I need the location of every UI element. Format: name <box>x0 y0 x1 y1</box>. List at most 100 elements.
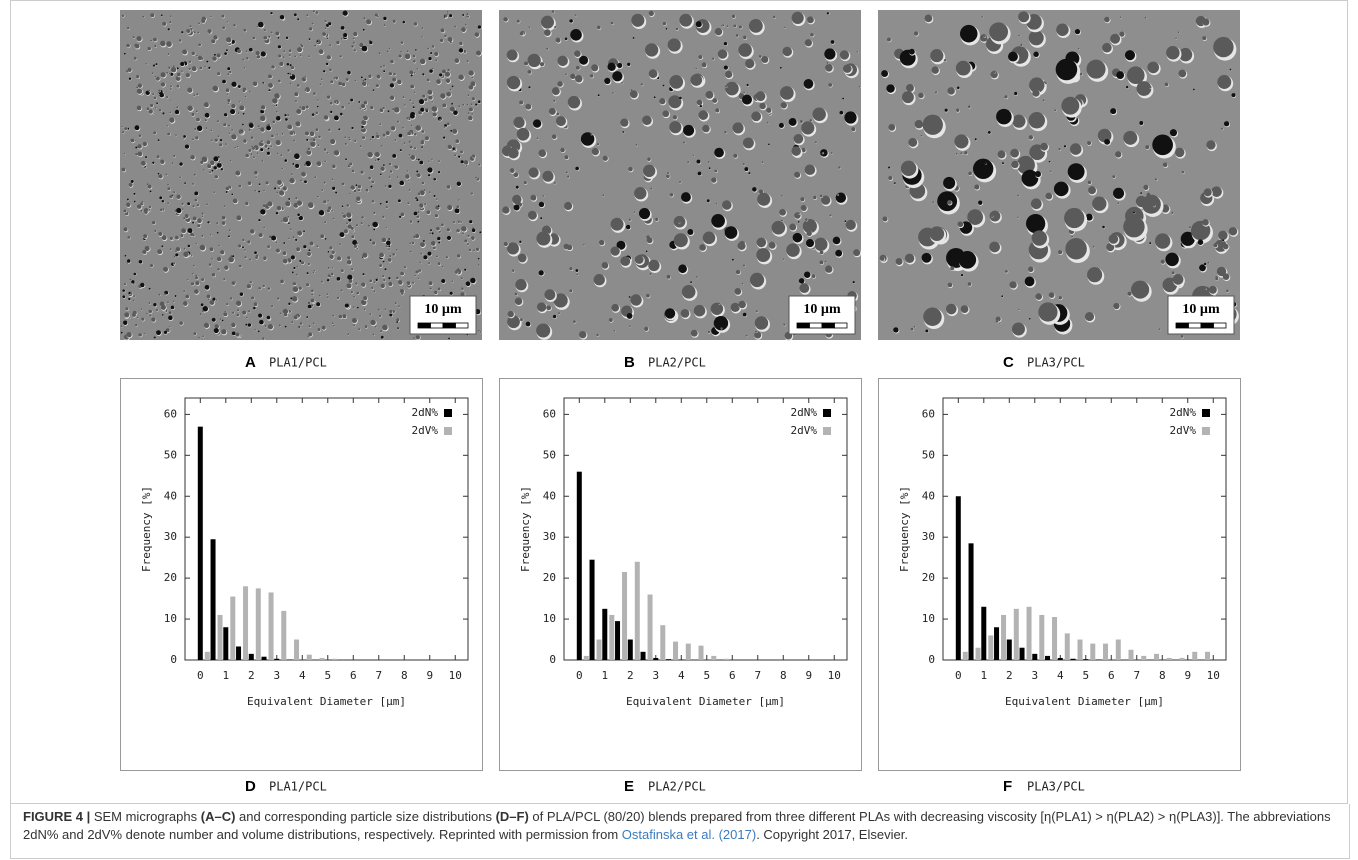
pore <box>1088 186 1096 194</box>
pore <box>194 192 198 196</box>
x-tick-label: 7 <box>1133 669 1140 682</box>
pore <box>708 161 710 163</box>
bar <box>269 592 274 660</box>
pore <box>881 70 888 77</box>
pore <box>154 45 156 47</box>
pore <box>347 275 352 280</box>
pore <box>527 54 540 67</box>
pore <box>568 96 580 108</box>
pore <box>426 210 430 214</box>
pore <box>263 36 267 40</box>
pore <box>528 86 530 88</box>
pore <box>313 92 316 95</box>
pore <box>464 269 466 271</box>
pore <box>389 313 392 316</box>
pore <box>517 20 520 23</box>
pore <box>351 235 354 238</box>
pore <box>350 99 353 102</box>
pore <box>210 160 215 165</box>
pore <box>630 90 638 98</box>
pore <box>351 45 354 48</box>
pore <box>722 200 732 210</box>
pore <box>225 143 227 145</box>
pore <box>324 115 329 120</box>
pore <box>287 149 290 152</box>
pore <box>387 51 389 53</box>
pore <box>306 105 309 108</box>
pore <box>732 122 743 133</box>
pore <box>780 67 782 69</box>
pore <box>310 242 314 246</box>
pore <box>1085 312 1094 321</box>
pore <box>809 119 812 122</box>
pore <box>576 273 578 275</box>
pore <box>324 221 326 223</box>
pore <box>1110 108 1116 114</box>
pore <box>1028 267 1034 273</box>
pore <box>166 174 168 176</box>
pore <box>263 285 265 287</box>
pore <box>504 242 508 246</box>
pore <box>703 232 716 245</box>
pore <box>454 26 456 28</box>
pore <box>613 330 615 332</box>
pore <box>386 245 388 247</box>
pore <box>160 209 163 212</box>
pore <box>274 93 280 99</box>
pore <box>591 64 598 71</box>
pore <box>342 83 346 87</box>
pore <box>422 182 425 185</box>
pore <box>309 27 312 30</box>
pore <box>430 52 432 54</box>
pore <box>410 251 412 253</box>
pore <box>217 163 222 168</box>
pore <box>1068 163 1085 180</box>
pore <box>184 182 186 184</box>
pore <box>365 325 368 328</box>
pore <box>887 38 891 42</box>
pore <box>212 56 217 61</box>
pore <box>1020 44 1022 46</box>
pore <box>1058 250 1062 254</box>
pore <box>319 295 321 297</box>
pore <box>138 84 142 88</box>
pore <box>744 167 748 171</box>
pore <box>154 336 156 338</box>
pore <box>214 54 216 56</box>
pore <box>718 49 727 58</box>
pore <box>471 236 475 240</box>
pore <box>413 55 416 58</box>
pore <box>743 91 745 93</box>
pore <box>513 117 524 128</box>
pore <box>306 14 308 16</box>
pore <box>732 15 735 18</box>
pore <box>187 228 192 233</box>
pore <box>695 68 697 70</box>
pore <box>702 62 707 67</box>
pore <box>609 318 613 322</box>
pore <box>628 167 633 172</box>
bar <box>615 621 620 660</box>
pore <box>192 66 197 71</box>
pore <box>176 106 178 108</box>
pore <box>217 268 220 271</box>
pore <box>370 165 374 169</box>
pore <box>374 291 376 293</box>
caption-link[interactable]: Ostafinska et al. (2017) <box>622 827 756 842</box>
pore <box>198 22 200 24</box>
pore <box>301 45 304 48</box>
pore <box>467 243 469 245</box>
pore <box>449 14 452 17</box>
pore <box>301 261 304 264</box>
pore <box>175 134 177 136</box>
pore <box>226 303 228 305</box>
pore <box>222 320 224 322</box>
pore <box>991 215 993 217</box>
pore <box>271 65 275 69</box>
pore <box>931 66 938 73</box>
pore <box>349 279 353 283</box>
pore <box>469 220 472 223</box>
pore <box>138 333 142 337</box>
bar <box>635 562 640 660</box>
pore <box>169 195 172 198</box>
